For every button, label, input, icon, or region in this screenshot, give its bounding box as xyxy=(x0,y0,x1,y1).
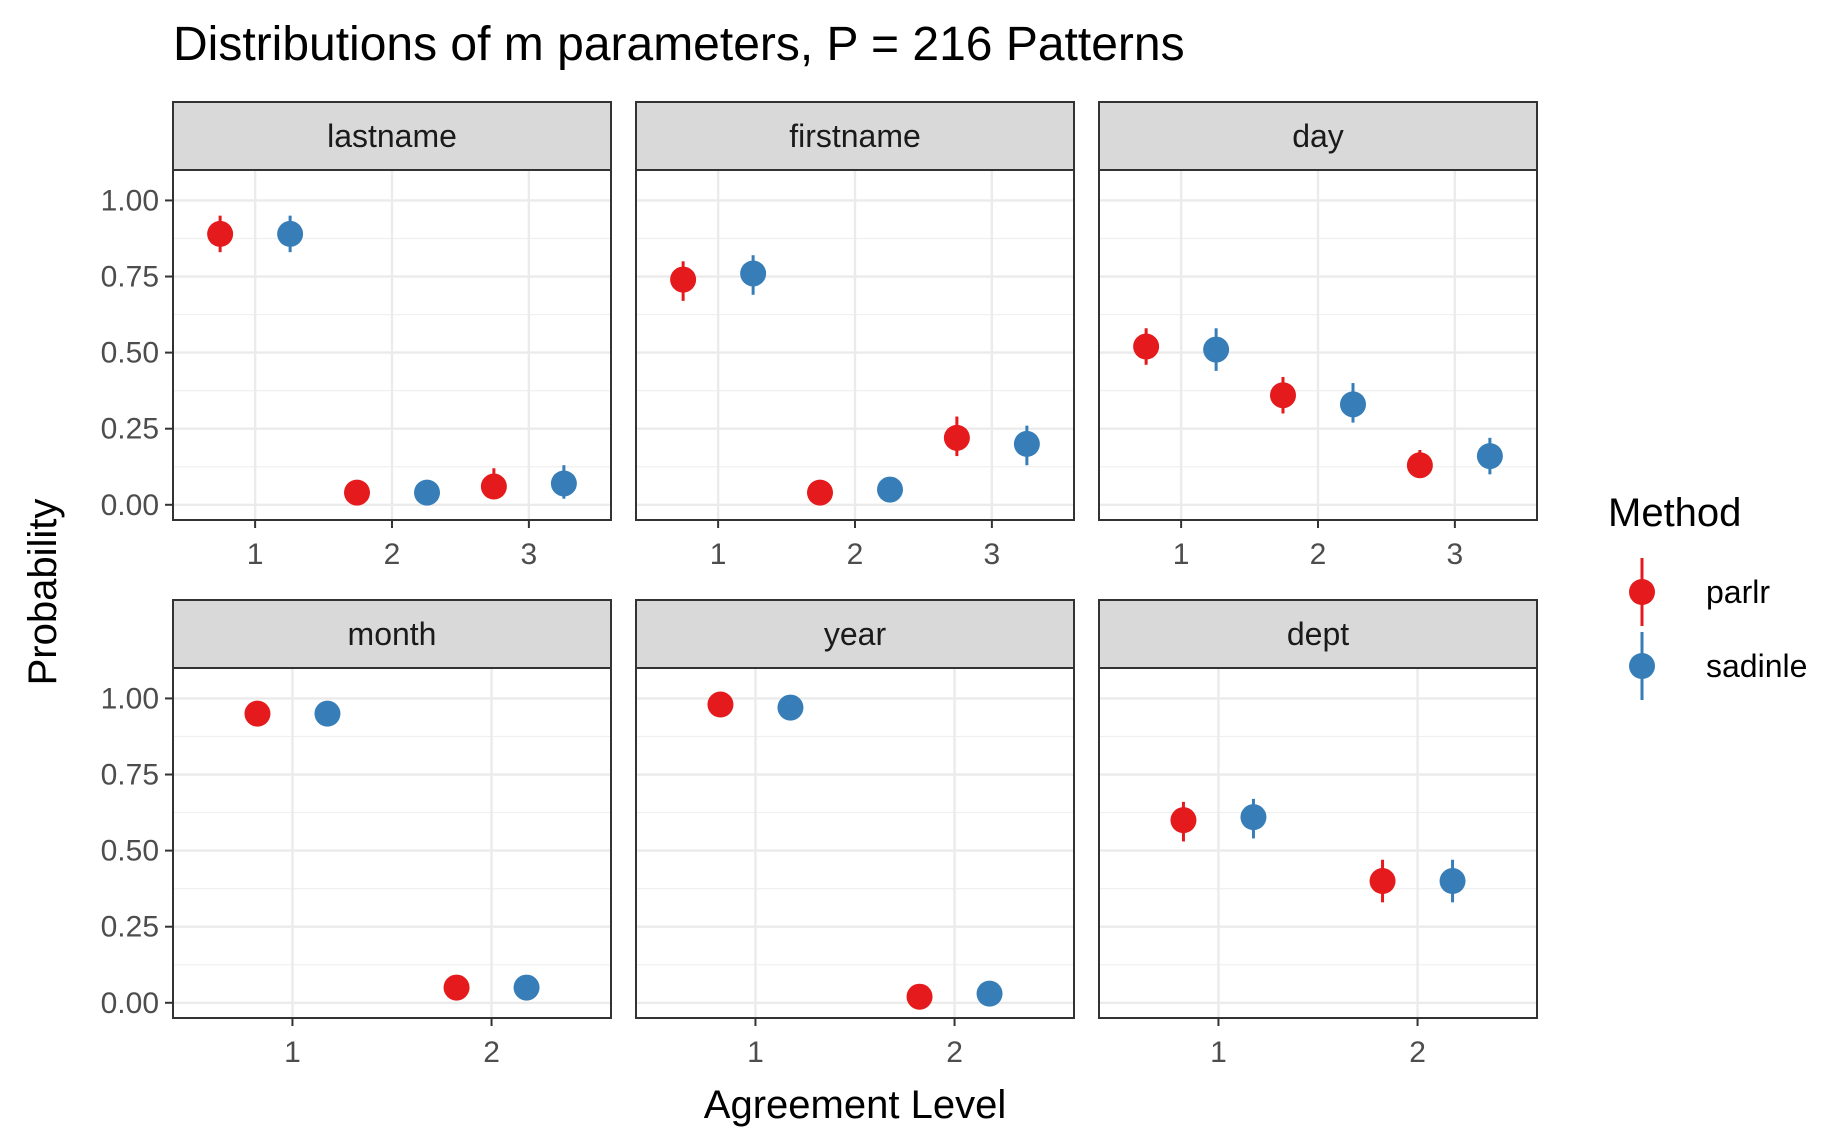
point-parlr-1 xyxy=(1170,807,1197,834)
point-parlr-2 xyxy=(1270,382,1296,409)
point-sadinle-1 xyxy=(777,694,804,721)
point-parlr-2 xyxy=(906,983,933,1010)
legend-key-point xyxy=(1629,579,1655,605)
strip-background xyxy=(1098,101,1538,171)
panel-month: month 1 2 0.00 0.25 0.50 0.75 1.00 xyxy=(101,599,612,1069)
point-sadinle-3 xyxy=(550,470,577,497)
point-sadinle-2 xyxy=(513,974,540,1001)
point-sadinle-1 xyxy=(277,220,304,247)
plot-background xyxy=(173,668,611,1018)
point-sadinle-2 xyxy=(976,980,1003,1007)
x-tick-label: 2 xyxy=(1310,538,1327,571)
point-sadinle-2 xyxy=(1340,391,1366,418)
strip-background xyxy=(172,599,612,669)
panel-border xyxy=(635,667,1075,1019)
legend-key-point xyxy=(1629,653,1655,679)
panel-dept: dept 1 2 xyxy=(1098,599,1538,1069)
panel-day: day 1 2 3 xyxy=(1098,101,1538,571)
legend-title: Method xyxy=(1608,491,1741,535)
point-parlr-2 xyxy=(807,479,833,506)
x-tick-label: 1 xyxy=(1173,538,1190,571)
point-parlr-1 xyxy=(207,220,234,247)
point-parlr-2 xyxy=(1369,868,1396,895)
y-tick-label: 0.50 xyxy=(101,835,159,868)
point-parlr-1 xyxy=(670,266,697,293)
x-tick-label: 1 xyxy=(247,538,264,571)
y-tick-label: 0.00 xyxy=(101,489,159,522)
strip-label: month xyxy=(348,616,437,652)
strip-label: day xyxy=(1292,118,1344,154)
point-sadinle-3 xyxy=(1013,430,1040,457)
point-sadinle-3 xyxy=(1476,443,1503,470)
plot-background xyxy=(636,668,1074,1018)
y-tick-label: 0.00 xyxy=(101,987,159,1020)
x-tick-label: 1 xyxy=(284,1036,301,1069)
y-tick-label: 0.50 xyxy=(101,337,159,370)
point-parlr-1 xyxy=(707,691,734,718)
x-tick-label: 1 xyxy=(1210,1036,1227,1069)
plot-background xyxy=(1099,668,1537,1018)
y-axis-title: Probability xyxy=(21,499,65,686)
panel-lastname: lastname 1 2 3 0.00 0.25 0.50 0.75 1.00 xyxy=(101,101,612,571)
y-tick-label: 0.75 xyxy=(101,759,159,792)
point-parlr-2 xyxy=(344,479,370,506)
x-axis-title: Agreement Level xyxy=(704,1083,1006,1127)
x-tick-label: 3 xyxy=(1447,538,1464,571)
x-tick-label: 2 xyxy=(946,1036,963,1069)
point-parlr-1 xyxy=(244,700,271,727)
point-parlr-2 xyxy=(443,974,470,1001)
strip-background xyxy=(635,599,1075,669)
panel-border xyxy=(172,667,612,1019)
panel-firstname: firstname 1 2 3 xyxy=(635,101,1075,571)
y-tick-label: 0.75 xyxy=(101,261,159,294)
y-tick-label: 1.00 xyxy=(101,184,159,217)
x-tick-label: 1 xyxy=(710,538,727,571)
point-sadinle-1 xyxy=(740,260,767,287)
x-tick-label: 3 xyxy=(984,538,1001,571)
legend-item-parlr: parlr xyxy=(1629,558,1770,626)
panel-border xyxy=(1098,667,1538,1019)
strip-background xyxy=(172,101,612,171)
point-sadinle-1 xyxy=(1240,804,1267,831)
y-tick-label: 1.00 xyxy=(101,682,159,715)
point-sadinle-1 xyxy=(314,700,341,727)
legend-item-sadinle: sadinle xyxy=(1629,632,1807,700)
point-parlr-3 xyxy=(943,424,970,451)
panel-year: year 1 2 xyxy=(635,599,1075,1069)
strip-label: firstname xyxy=(789,118,921,154)
point-sadinle-2 xyxy=(877,476,903,503)
x-tick-label: 2 xyxy=(1409,1036,1426,1069)
strip-label: lastname xyxy=(327,118,457,154)
panels: lastname 1 2 3 0.00 0.25 0.50 0.75 1.00 firstname… xyxy=(101,101,1538,1069)
point-sadinle-2 xyxy=(1439,868,1466,895)
point-sadinle-2 xyxy=(414,479,440,506)
point-parlr-3 xyxy=(1406,452,1433,479)
x-tick-label: 2 xyxy=(847,538,864,571)
x-tick-label: 2 xyxy=(384,538,401,571)
strip-label: dept xyxy=(1287,616,1349,652)
legend-label: parlr xyxy=(1706,574,1770,610)
x-tick-label: 3 xyxy=(521,538,538,571)
legend-label: sadinle xyxy=(1706,648,1807,684)
chart-title: Distributions of m parameters, P = 216 P… xyxy=(173,18,1185,71)
point-parlr-1 xyxy=(1133,333,1160,360)
strip-label: year xyxy=(824,616,887,652)
x-tick-label: 2 xyxy=(483,1036,500,1069)
point-sadinle-1 xyxy=(1203,336,1230,363)
point-parlr-3 xyxy=(480,473,507,500)
y-tick-label: 0.25 xyxy=(101,911,159,944)
legend: Method parlr sadinle xyxy=(1608,491,1807,700)
x-tick-label: 1 xyxy=(747,1036,764,1069)
y-tick-label: 0.25 xyxy=(101,413,159,446)
